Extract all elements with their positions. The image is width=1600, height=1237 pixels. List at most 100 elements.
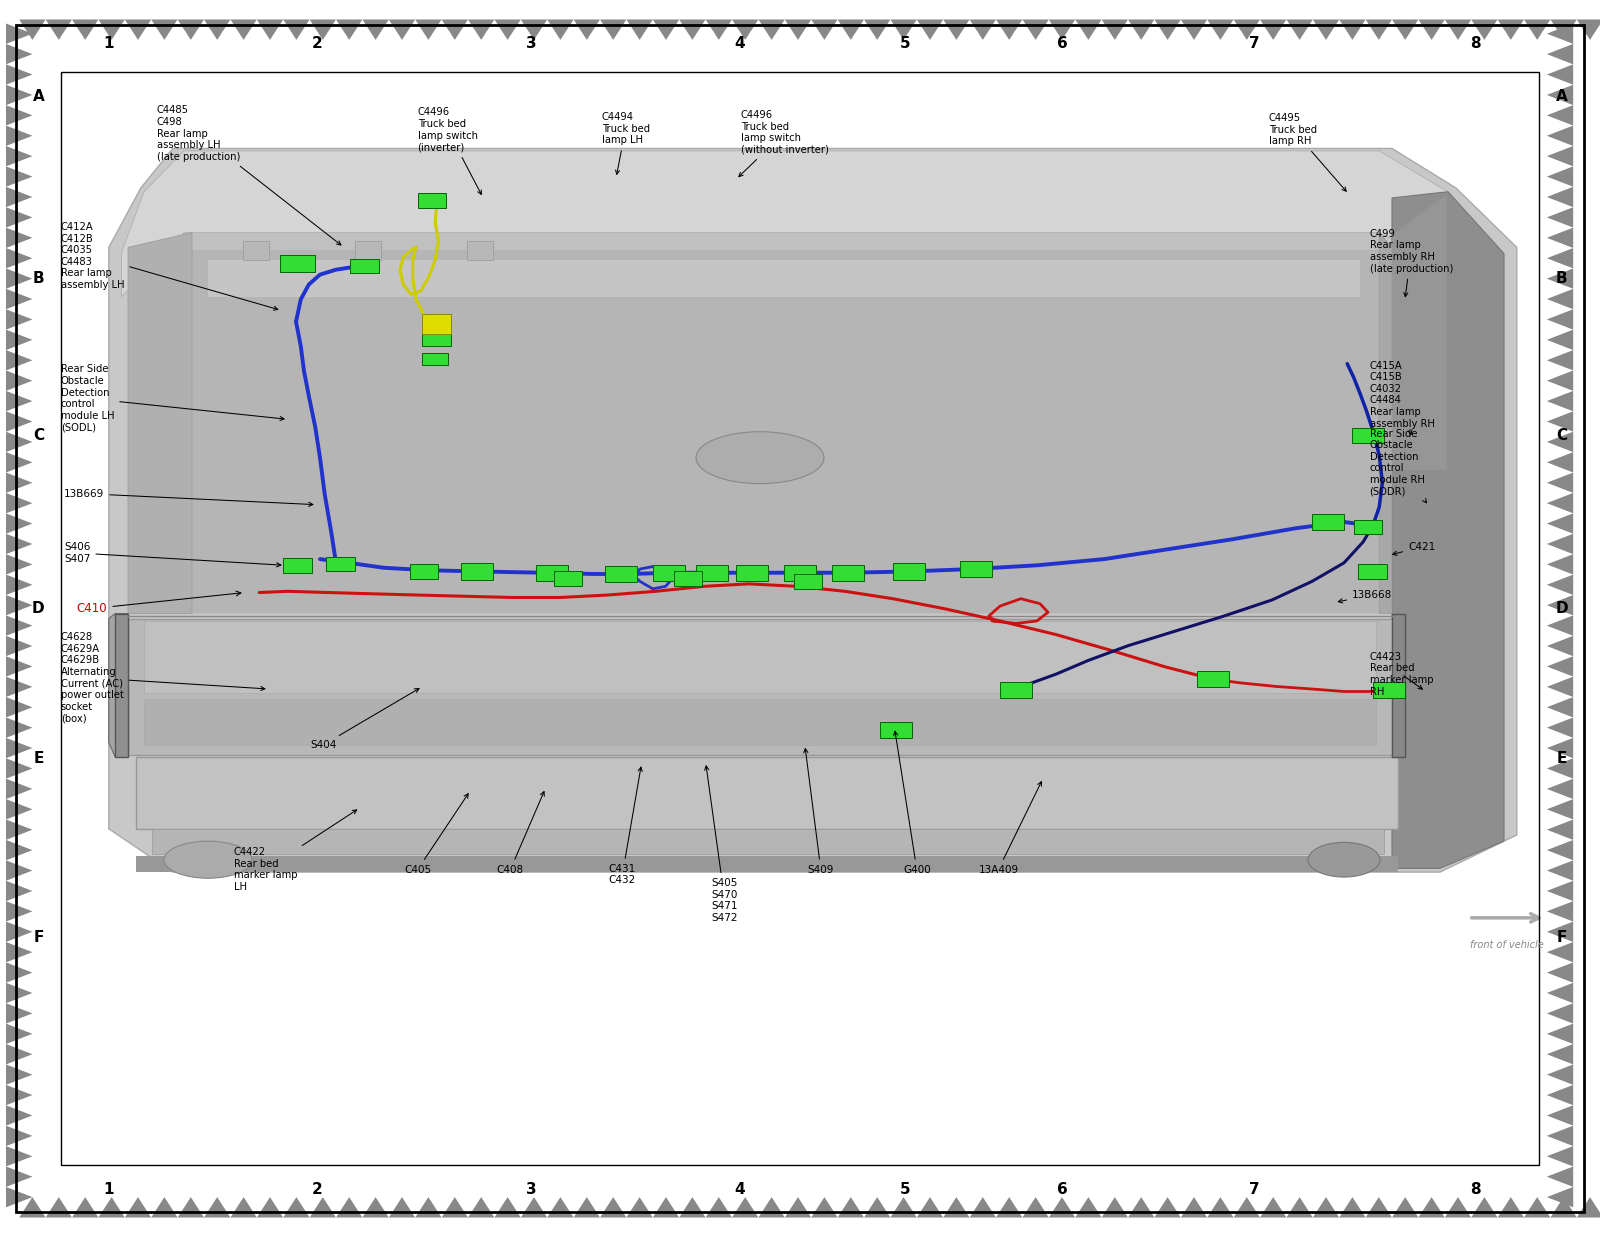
Polygon shape [6, 1085, 32, 1106]
Polygon shape [6, 860, 32, 881]
Polygon shape [230, 20, 258, 40]
Polygon shape [6, 309, 32, 330]
Polygon shape [1547, 615, 1573, 636]
Polygon shape [1550, 20, 1576, 40]
Polygon shape [706, 20, 733, 40]
Polygon shape [6, 636, 32, 656]
Polygon shape [494, 1197, 522, 1217]
Text: A: A [1555, 89, 1568, 104]
Bar [355, 241, 381, 260]
Bar [674, 571, 702, 586]
Polygon shape [6, 187, 32, 208]
Bar [960, 562, 992, 576]
Bar [1312, 515, 1344, 529]
Polygon shape [144, 699, 1376, 745]
Polygon shape [1547, 1064, 1573, 1085]
Text: 3: 3 [526, 36, 536, 51]
Bar [422, 332, 451, 346]
Bar [1000, 683, 1032, 698]
Polygon shape [6, 45, 32, 64]
Polygon shape [733, 1197, 758, 1217]
Text: 5: 5 [901, 1183, 910, 1197]
Polygon shape [1547, 533, 1573, 554]
Polygon shape [1547, 554, 1573, 574]
Polygon shape [19, 20, 45, 40]
Polygon shape [1547, 881, 1573, 901]
Polygon shape [1050, 1197, 1075, 1217]
Polygon shape [1576, 1197, 1600, 1217]
Polygon shape [1470, 20, 1498, 40]
Polygon shape [6, 126, 32, 146]
Polygon shape [283, 20, 310, 40]
Polygon shape [1181, 1197, 1206, 1217]
Polygon shape [995, 20, 1022, 40]
Polygon shape [230, 1197, 258, 1217]
Polygon shape [1547, 819, 1573, 840]
Polygon shape [6, 1023, 32, 1044]
Polygon shape [706, 1197, 733, 1217]
Bar [62, 73, 1538, 1164]
Polygon shape [1101, 20, 1128, 40]
Polygon shape [258, 1197, 283, 1217]
Text: S409: S409 [803, 748, 834, 875]
Polygon shape [1547, 1003, 1573, 1023]
Polygon shape [600, 20, 627, 40]
Polygon shape [6, 513, 32, 533]
Bar [243, 241, 269, 260]
Text: A: A [32, 89, 45, 104]
Bar [422, 314, 451, 334]
Bar [893, 563, 925, 579]
Polygon shape [45, 1197, 72, 1217]
Polygon shape [811, 1197, 838, 1217]
Polygon shape [144, 621, 1376, 693]
Bar [794, 574, 822, 589]
Polygon shape [838, 1197, 864, 1217]
Ellipse shape [165, 841, 253, 878]
Polygon shape [1547, 85, 1573, 105]
Text: D: D [1555, 601, 1568, 616]
Text: C405: C405 [405, 794, 469, 875]
Text: C4422
Rear bed
marker lamp
LH: C4422 Rear bed marker lamp LH [234, 810, 357, 892]
Polygon shape [653, 20, 680, 40]
Polygon shape [6, 208, 32, 228]
Polygon shape [1445, 1197, 1470, 1217]
Polygon shape [72, 1197, 99, 1217]
Bar [418, 193, 446, 208]
Polygon shape [522, 20, 547, 40]
Polygon shape [6, 105, 32, 126]
Polygon shape [1075, 20, 1101, 40]
Polygon shape [6, 371, 32, 391]
Polygon shape [758, 1197, 786, 1217]
Polygon shape [1234, 1197, 1259, 1217]
Text: C4494
Truck bed
lamp LH: C4494 Truck bed lamp LH [602, 113, 650, 174]
Polygon shape [1022, 1197, 1050, 1217]
Polygon shape [680, 20, 706, 40]
Bar [61, 72, 1539, 1165]
Polygon shape [574, 20, 600, 40]
Polygon shape [970, 1197, 995, 1217]
Text: F: F [34, 930, 43, 945]
Bar [653, 564, 685, 581]
Text: S405
S470
S471
S472: S405 S470 S471 S472 [704, 766, 738, 923]
Polygon shape [1547, 922, 1573, 943]
Polygon shape [19, 1197, 45, 1217]
Text: 1: 1 [104, 1183, 114, 1197]
Polygon shape [1547, 1085, 1573, 1106]
Polygon shape [917, 20, 944, 40]
Polygon shape [1259, 20, 1286, 40]
Polygon shape [6, 492, 32, 513]
Polygon shape [6, 677, 32, 696]
Polygon shape [1365, 1197, 1392, 1217]
Bar [350, 259, 379, 273]
Polygon shape [6, 840, 32, 860]
Polygon shape [1392, 194, 1446, 470]
Polygon shape [6, 656, 32, 677]
Polygon shape [125, 1197, 150, 1217]
Polygon shape [178, 20, 205, 40]
Polygon shape [6, 737, 32, 758]
Bar [1358, 564, 1387, 579]
Polygon shape [786, 20, 811, 40]
Text: C421: C421 [1392, 542, 1435, 555]
Text: C4495
Truck bed
lamp RH: C4495 Truck bed lamp RH [1269, 114, 1346, 192]
Polygon shape [838, 20, 864, 40]
